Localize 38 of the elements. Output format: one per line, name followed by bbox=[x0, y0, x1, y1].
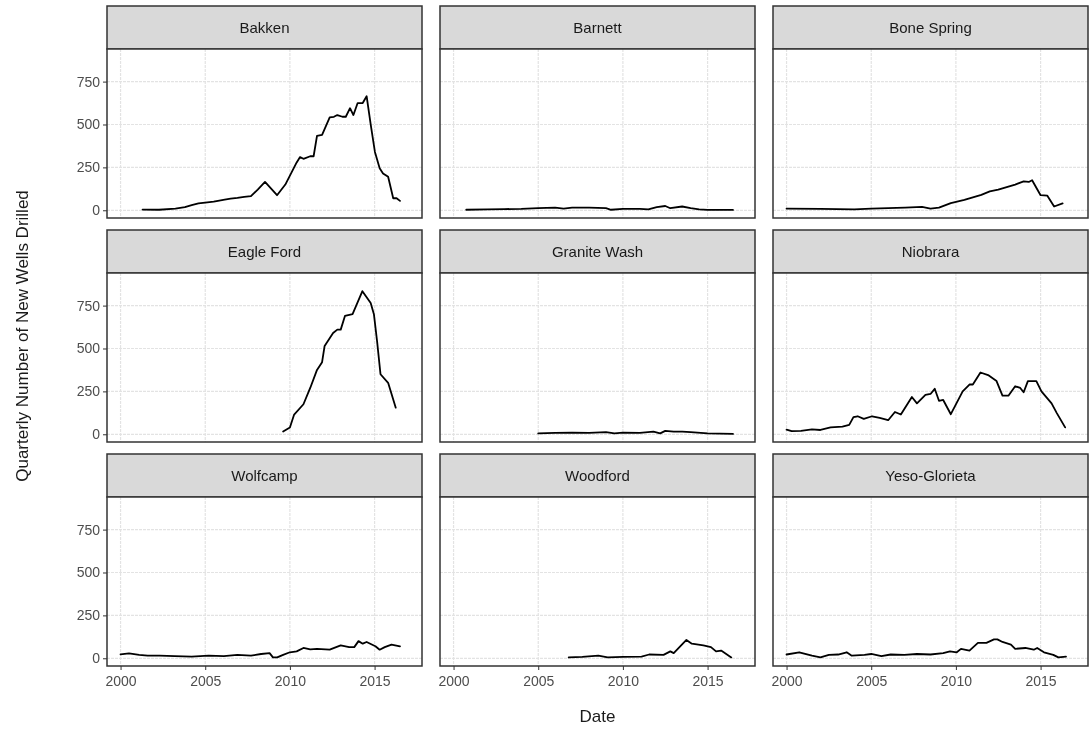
x-tick-label: 2015 bbox=[1025, 672, 1057, 689]
y-tick-label: 0 bbox=[92, 650, 101, 667]
y-axis-title: Quarterly Number of New Wells Drilled bbox=[13, 190, 32, 482]
x-tick-label: 2010 bbox=[274, 672, 307, 689]
y-tick-label: 250 bbox=[76, 607, 101, 624]
chart-title: Granite Wash bbox=[551, 242, 644, 260]
y-tick-label: 250 bbox=[76, 383, 101, 400]
x-tick-label: 2005 bbox=[190, 672, 222, 689]
x-tick-label: 2005 bbox=[523, 672, 555, 689]
y-tick-label: 750 bbox=[76, 297, 101, 314]
y-tick-label: 500 bbox=[76, 116, 101, 133]
y-tick-label: 750 bbox=[76, 73, 101, 90]
y-tick-label: 0 bbox=[92, 426, 101, 443]
chart-title: Bakken bbox=[239, 18, 290, 36]
x-tick-label: 2000 bbox=[438, 672, 470, 689]
x-tick-label: 2015 bbox=[359, 672, 391, 689]
chart-title: Niobrara bbox=[901, 242, 960, 260]
chart-title: Woodford bbox=[565, 466, 630, 484]
x-tick-label: 2005 bbox=[856, 672, 888, 689]
chart-title: Eagle Ford bbox=[227, 242, 302, 260]
chart-title: Barnett bbox=[573, 18, 623, 36]
y-tick-label: 250 bbox=[76, 159, 101, 176]
chart-title: Wolfcamp bbox=[231, 466, 298, 484]
x-axis-title: Date bbox=[579, 707, 616, 726]
chart-title: Yeso-Glorieta bbox=[885, 466, 977, 484]
chart-title: Bone Spring bbox=[889, 18, 972, 36]
y-tick-label: 750 bbox=[76, 521, 101, 538]
line-series bbox=[141, 95, 401, 211]
x-tick-label: 2015 bbox=[692, 672, 724, 689]
y-tick-label: 500 bbox=[76, 340, 101, 357]
x-tick-label: 2010 bbox=[940, 672, 973, 689]
line-series bbox=[119, 640, 401, 659]
line-series bbox=[282, 290, 397, 433]
y-tick-label: 500 bbox=[76, 564, 101, 581]
x-tick-label: 2000 bbox=[771, 672, 803, 689]
x-tick-label: 2000 bbox=[105, 672, 137, 689]
y-tick-label: 0 bbox=[92, 202, 101, 219]
x-tick-label: 2010 bbox=[607, 672, 640, 689]
